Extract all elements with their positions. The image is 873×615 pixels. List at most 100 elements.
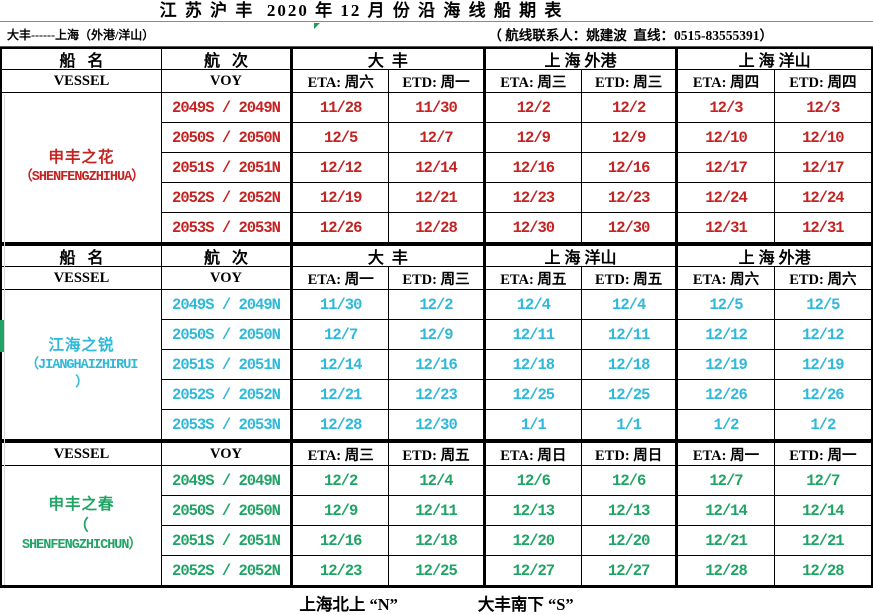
eta-date-cell: 12/18: [485, 350, 582, 380]
etd-date-cell: 12/19: [774, 350, 871, 380]
etd-header: ETD: 周四: [774, 70, 871, 93]
etd-date-cell: 12/3: [774, 93, 871, 123]
port-group-header: 上 海 洋山: [485, 246, 679, 267]
contact-info: （ 航线联系人：姚建波 直线：0515-83555391）: [488, 28, 773, 43]
etd-date-cell: 12/6: [582, 466, 679, 496]
col-header-voy-cn: 航 次: [162, 49, 293, 70]
eta-date-cell: 11/28: [293, 93, 390, 123]
eta-date-cell: 12/28: [678, 556, 775, 586]
eta-date-cell: 12/5: [678, 290, 775, 320]
legend-footer: 上海北上 “N” 大丰南下 “S”: [0, 588, 873, 615]
col-header-vessel-en: VESSEL: [2, 70, 162, 93]
etd-header: ETD: 周五: [582, 267, 679, 290]
eta-header: ETA: 周三: [293, 443, 390, 466]
voyage-cell: 2053S / 2053N: [162, 410, 293, 440]
eta-header: ETA: 周五: [485, 267, 582, 290]
spreadsheet-gridline: [4, 95, 5, 585]
eta-date-cell: 12/21: [678, 526, 775, 556]
eta-date-cell: 12/14: [678, 496, 775, 526]
col-header-vessel-en: VESSEL: [2, 443, 162, 466]
eta-date-cell: 12/17: [678, 153, 775, 183]
etd-date-cell: 11/30: [389, 93, 486, 123]
eta-header: ETA: 周三: [485, 70, 582, 93]
etd-date-cell: 12/16: [389, 350, 486, 380]
eta-date-cell: 12/5: [293, 123, 390, 153]
voyage-cell: 2052S / 2052N: [162, 183, 293, 213]
eta-date-cell: 12/21: [293, 380, 390, 410]
schedule-table: 船 名 航 次 大 丰 上 海 外港 上 海 洋山 VESSEL VOY ETA…: [0, 47, 873, 588]
page-title: 江 苏 沪 丰 2020 年 12 月 份 沿 海 线 船 期 表: [0, 0, 873, 22]
etd-date-cell: 12/9: [582, 123, 679, 153]
etd-date-cell: 12/4: [582, 290, 679, 320]
eta-date-cell: 12/23: [293, 556, 390, 586]
etd-date-cell: 12/20: [582, 526, 679, 556]
col-header-vessel-cn: 船 名: [2, 49, 162, 70]
etd-date-cell: 12/11: [389, 496, 486, 526]
etd-date-cell: 12/24: [774, 183, 871, 213]
eta-date-cell: 12/31: [678, 213, 775, 243]
eta-date-cell: 12/2: [485, 93, 582, 123]
voyage-cell: 2050S / 2050N: [162, 123, 293, 153]
col-header-voy-en: VOY: [162, 443, 293, 466]
eta-header: ETA: 周四: [678, 70, 775, 93]
col-header-vessel-cn: 船 名: [2, 246, 162, 267]
etd-date-cell: 12/23: [389, 380, 486, 410]
eta-date-cell: 12/14: [293, 350, 390, 380]
eta-date-cell: 12/28: [293, 410, 390, 440]
etd-date-cell: 12/4: [389, 466, 486, 496]
port-group-header: 大 丰: [293, 246, 486, 267]
etd-date-cell: 12/30: [582, 213, 679, 243]
eta-date-cell: 12/26: [293, 213, 390, 243]
etd-header: ETD: 周三: [582, 70, 679, 93]
etd-header: ETD: 周五: [389, 443, 486, 466]
etd-date-cell: 12/30: [389, 410, 486, 440]
eta-date-cell: 12/16: [293, 526, 390, 556]
eta-date-cell: 12/12: [678, 320, 775, 350]
vessel-name: 申丰之花 （SHENFENGZHIHUA）: [2, 93, 162, 243]
voyage-cell: 2052S / 2052N: [162, 556, 293, 586]
voyage-cell: 2053S / 2053N: [162, 213, 293, 243]
etd-date-cell: 12/2: [389, 290, 486, 320]
etd-header: ETD: 周日: [582, 443, 679, 466]
excel-selection-strip: [0, 320, 5, 352]
etd-date-cell: 12/7: [774, 466, 871, 496]
voyage-cell: 2049S / 2049N: [162, 93, 293, 123]
schedule-section-shenfengzhichun: VESSEL VOY ETA: 周三 ETD: 周五 ETA: 周日 ETD: …: [2, 440, 871, 586]
etd-header: ETD: 周三: [389, 267, 486, 290]
etd-date-cell: 1/1: [582, 410, 679, 440]
etd-date-cell: 12/13: [582, 496, 679, 526]
eta-date-cell: 12/19: [293, 183, 390, 213]
schedule-section-shenfengzhihua: 船 名 航 次 大 丰 上 海 外港 上 海 洋山 VESSEL VOY ETA…: [2, 49, 871, 243]
vessel-name: 申丰之春 （ SHENFENGZHICHUN）: [2, 466, 162, 586]
etd-date-cell: 12/2: [582, 93, 679, 123]
etd-date-cell: 12/9: [389, 320, 486, 350]
eta-date-cell: 12/9: [293, 496, 390, 526]
eta-date-cell: 12/13: [485, 496, 582, 526]
port-group-header: 大 丰: [293, 49, 486, 70]
eta-date-cell: 12/4: [485, 290, 582, 320]
subtitle-bar: 大丰------上海（外港/洋山） （ 航线联系人：姚建波 直线：0515-83…: [0, 22, 873, 47]
eta-date-cell: 12/20: [485, 526, 582, 556]
vessel-name: 江海之锐 （JIANGHAIZHIRUI ）: [2, 290, 162, 440]
eta-date-cell: 12/24: [678, 183, 775, 213]
eta-date-cell: 12/7: [678, 466, 775, 496]
eta-header: ETA: 周一: [678, 443, 775, 466]
etd-date-cell: 12/25: [582, 380, 679, 410]
eta-date-cell: 12/7: [293, 320, 390, 350]
etd-date-cell: 12/5: [774, 290, 871, 320]
etd-date-cell: 12/26: [774, 380, 871, 410]
eta-header: ETA: 周六: [678, 267, 775, 290]
voyage-cell: 2049S / 2049N: [162, 290, 293, 320]
voyage-cell: 2049S / 2049N: [162, 466, 293, 496]
eta-date-cell: 12/25: [485, 380, 582, 410]
eta-header: ETA: 周日: [485, 443, 582, 466]
port-group-header: 上 海 外港: [678, 246, 871, 267]
etd-date-cell: 12/17: [774, 153, 871, 183]
col-header-voy-cn: 航 次: [162, 246, 293, 267]
eta-date-cell: 12/26: [678, 380, 775, 410]
eta-date-cell: 12/27: [485, 556, 582, 586]
etd-date-cell: 12/12: [774, 320, 871, 350]
eta-date-cell: 12/23: [485, 183, 582, 213]
etd-date-cell: 12/21: [774, 526, 871, 556]
